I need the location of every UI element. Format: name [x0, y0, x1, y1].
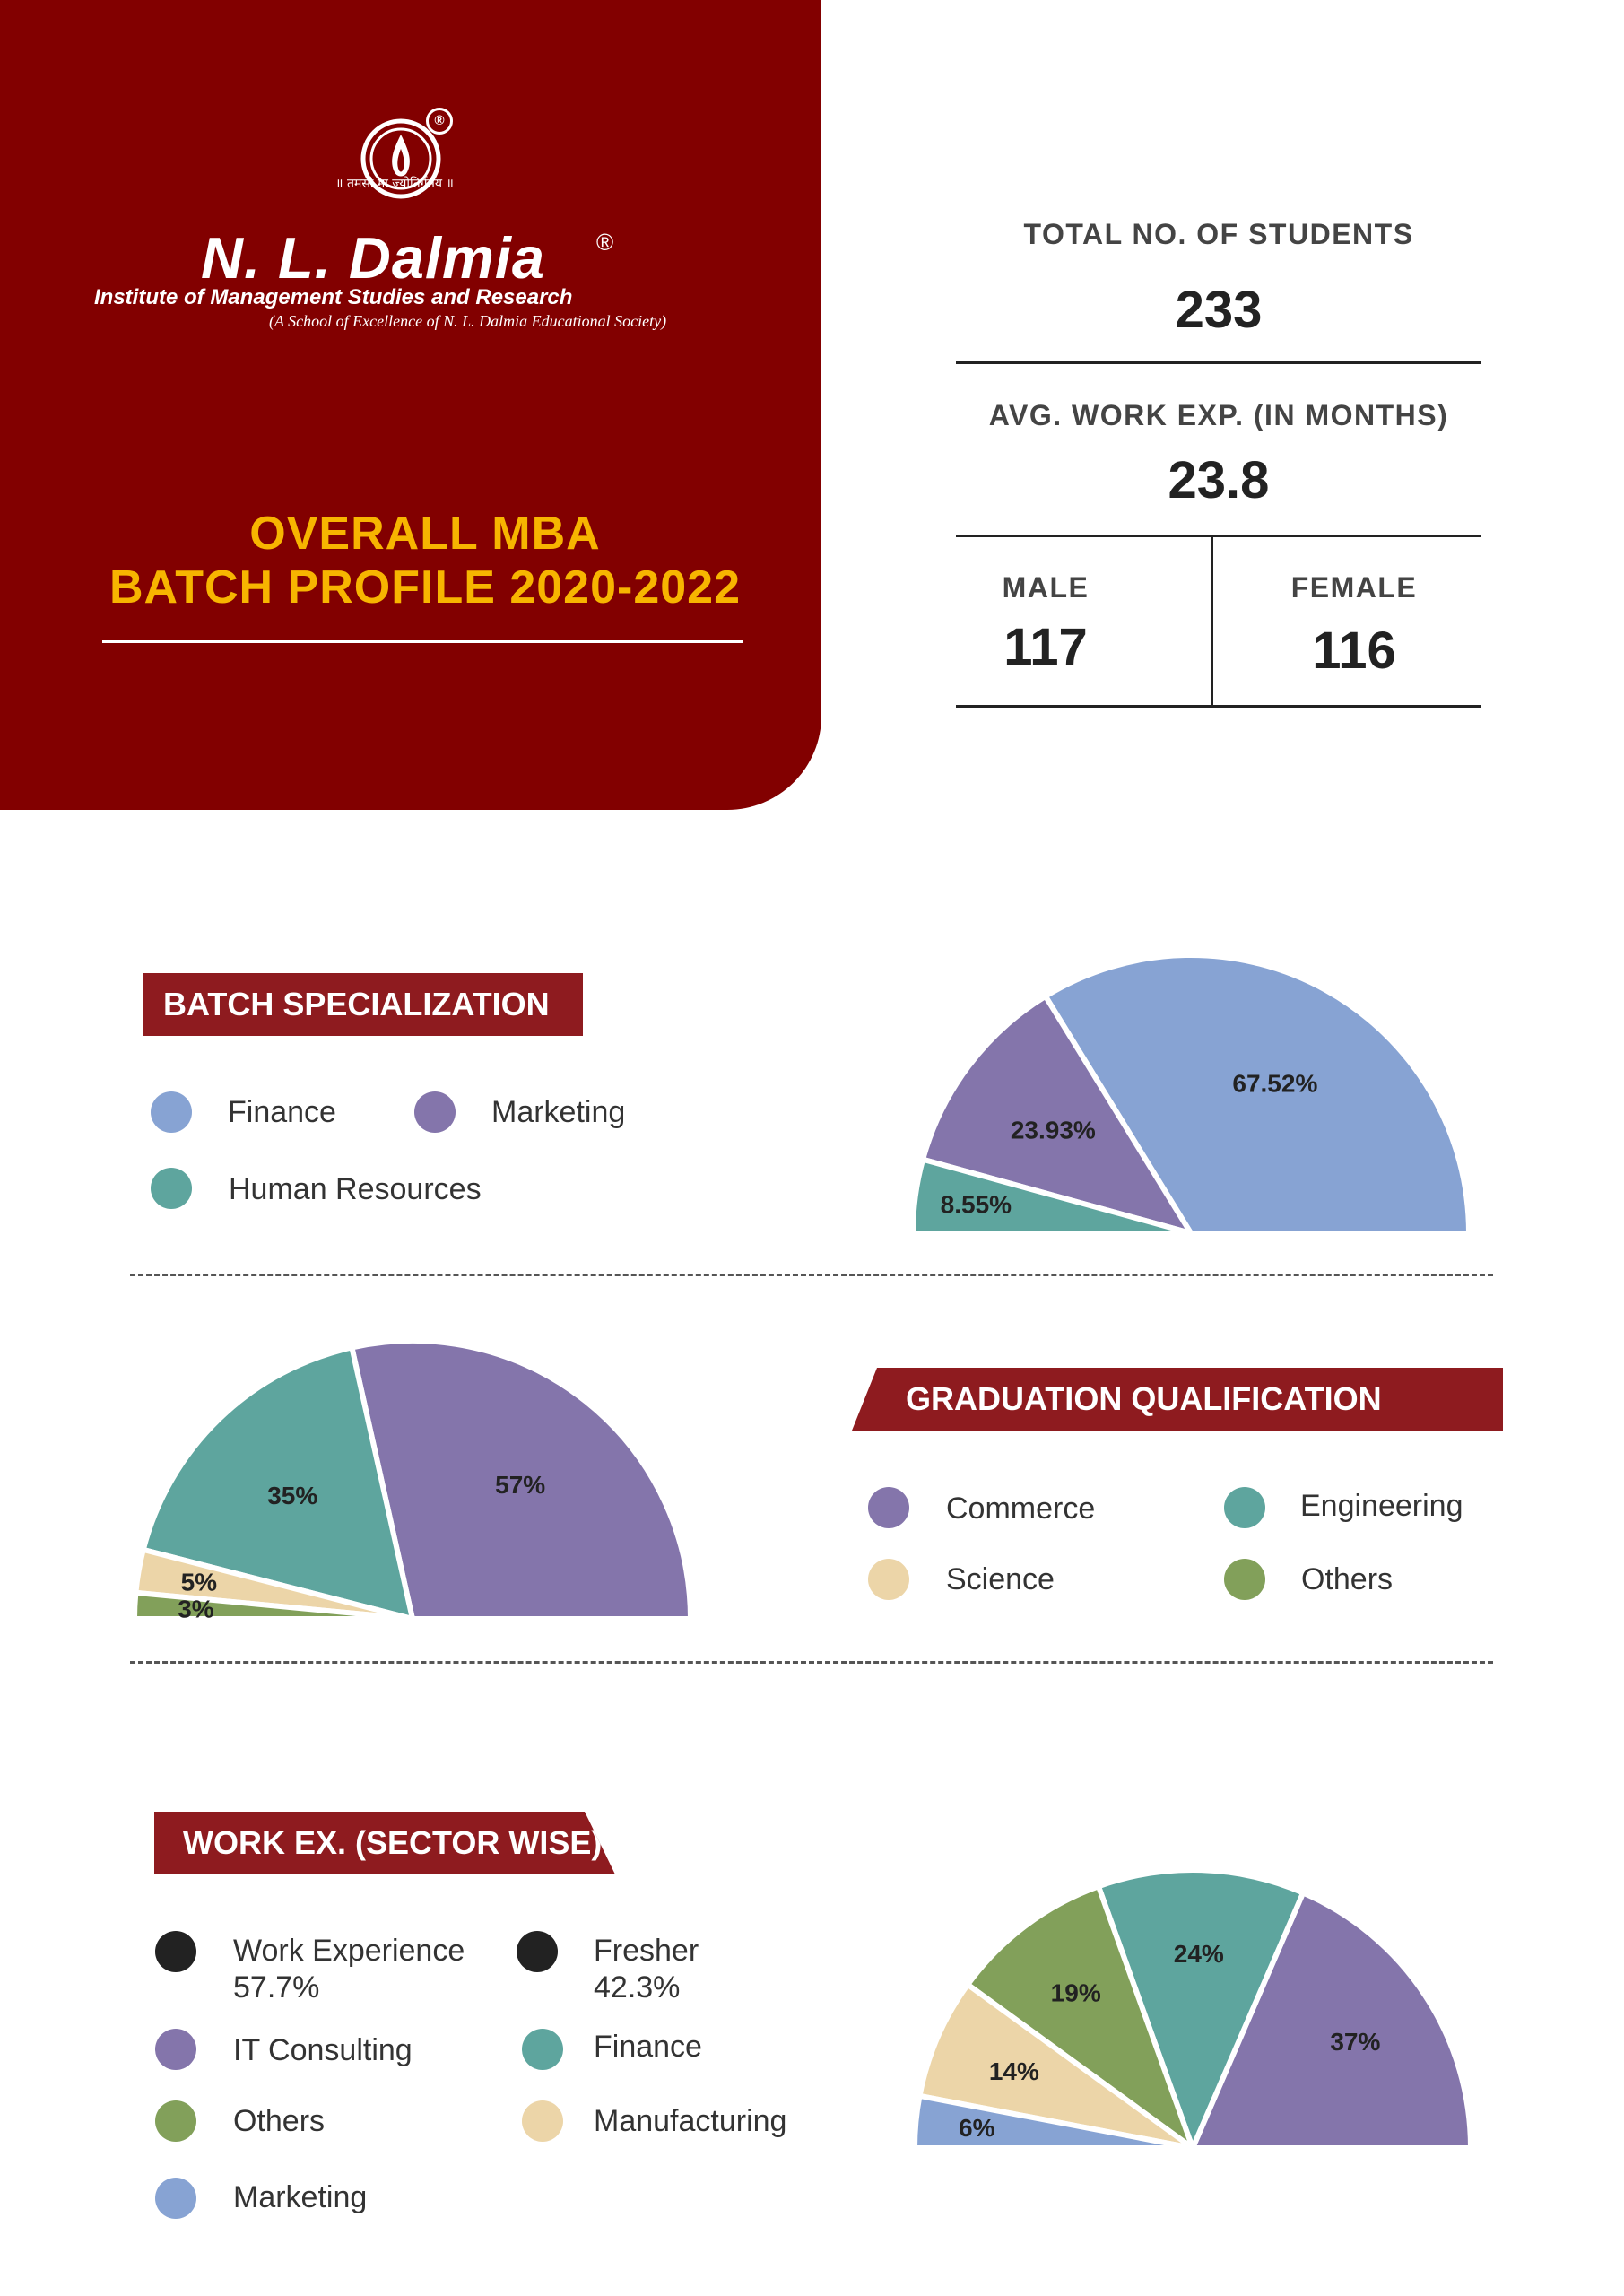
- legend-value-fresher: 42.3%: [594, 1970, 681, 2005]
- female-value: 116: [1312, 622, 1396, 680]
- logo-motto: ॥ तमसो मा ज्योतिर्गमय ॥: [335, 177, 454, 191]
- section-divider-1: [130, 1274, 1493, 1276]
- page-title-line-1: OVERALL MBA: [249, 508, 601, 560]
- specialization-banner: BATCH SPECIALIZATION: [143, 973, 583, 1036]
- total-students-label: TOTAL NO. OF STUDENTS: [1023, 218, 1414, 250]
- legend-dot-finance: [151, 1091, 192, 1133]
- pie-label-engineering: 35%: [267, 1482, 317, 1509]
- legend-label-marketing-sector: Marketing: [233, 2180, 368, 2214]
- section-divider-2: [130, 1661, 1493, 1664]
- pie-slice-marketing: [919, 992, 1197, 1238]
- pie-label-finance: 67.52%: [1232, 1069, 1317, 1097]
- stats-divider-1: [956, 361, 1481, 364]
- pie-label-marketing: 6%: [959, 2114, 995, 2142]
- pie-slice-commerce: [348, 1338, 694, 1622]
- gender-divider: [1211, 536, 1213, 707]
- pie-label-commerce: 57%: [495, 1471, 545, 1499]
- pie-label-marketing: 23.93%: [1011, 1117, 1096, 1144]
- pie-slice-finance: [1095, 1867, 1307, 2156]
- pie-label-science: 5%: [181, 1568, 218, 1596]
- legend-dot-human-resources: [151, 1168, 192, 1209]
- legend-label-work-experience: Work Experience: [233, 1934, 465, 1968]
- legend-dot-engineering: [1224, 1487, 1265, 1528]
- pie-label-others: 3%: [178, 1596, 214, 1623]
- legend-dot-fresher: [517, 1931, 558, 1972]
- pie-label-manufacturing: 14%: [989, 2057, 1039, 2085]
- legend-value-work-experience: 57.7%: [233, 1970, 320, 2005]
- avg-work-exp-value: 23.8: [1168, 451, 1270, 509]
- pie-slice-it-consulting: [1188, 1889, 1474, 2151]
- legend-dot-it-consulting: [155, 2029, 196, 2070]
- legend-dot-marketing-sector: [155, 2178, 196, 2219]
- legend-label-others-sector: Others: [233, 2104, 326, 2138]
- pie-slice-others: [964, 1883, 1199, 2156]
- legend-dot-others-sector: [155, 2100, 196, 2142]
- stats-divider-3: [956, 705, 1481, 708]
- institute-name: Institute of Management Studies and Rese…: [94, 285, 573, 309]
- legend-dot-science: [868, 1559, 909, 1600]
- pie-label-it-consulting: 37%: [1330, 2028, 1380, 2056]
- page-title-line-2: BATCH PROFILE 2020-2022: [109, 561, 742, 613]
- pie-slice-engineering: [140, 1344, 416, 1623]
- legend-dot-commerce: [868, 1487, 909, 1528]
- stats-divider-2: [956, 535, 1481, 537]
- legend-label-finance: Finance: [228, 1095, 336, 1129]
- female-label: FEMALE: [1290, 571, 1418, 604]
- legend-label-engineering: Engineering: [1300, 1489, 1463, 1523]
- legend-label-human-resources: Human Resources: [229, 1172, 482, 1206]
- legend-dot-manufacturing: [522, 2100, 563, 2142]
- legend-label-finance-sector: Finance: [594, 2030, 702, 2064]
- workex-banner: WORK EX. (SECTOR WISE): [154, 1812, 615, 1874]
- emblem-registered-mark: ®: [426, 108, 453, 135]
- title-underline: [102, 640, 743, 643]
- lamp-emblem-icon: [360, 118, 441, 199]
- avg-work-exp-label: AVG. WORK EXP. (IN MONTHS): [988, 399, 1449, 431]
- brand-registered-mark: ®: [596, 229, 614, 256]
- pie-slice-human-resources: [909, 1156, 1192, 1236]
- institute-subtitle: (A School of Excellence of N. L. Dalmia …: [269, 312, 667, 330]
- brand-name: N. L. Dalmia: [201, 225, 546, 291]
- specialization-chart: 67.52% 23.93% 8.55%: [909, 952, 1472, 1238]
- male-value: 117: [1003, 618, 1088, 676]
- legend-dot-others: [1224, 1559, 1265, 1600]
- legend-label-it-consulting: IT Consulting: [233, 2033, 413, 2067]
- graduation-banner: GRADUATION QUALIFICATION: [852, 1368, 1503, 1431]
- pie-label-human-resources: 8.55%: [941, 1191, 1012, 1219]
- legend-dot-finance-sector: [522, 2029, 563, 2070]
- pie-slice-others: [135, 1589, 413, 1622]
- legend-label-commerce: Commerce: [946, 1492, 1096, 1526]
- pie-slice-marketing: [911, 2092, 1194, 2151]
- legend-label-science: Science: [946, 1562, 1055, 1596]
- legend-dot-marketing: [414, 1091, 456, 1133]
- pie-label-others: 19%: [1051, 1979, 1101, 2006]
- legend-label-marketing: Marketing: [491, 1095, 626, 1129]
- graduation-chart: 57% 35% 5%3%: [135, 1338, 694, 1623]
- workex-chart: 37% 24% 19% 14% 6%: [911, 1867, 1474, 2156]
- legend-label-fresher: Fresher: [594, 1934, 699, 1968]
- legend-label-others: Others: [1301, 1562, 1394, 1596]
- male-label: MALE: [1002, 571, 1090, 604]
- legend-dot-work-experience: [155, 1931, 196, 1972]
- total-students-value: 233: [1175, 281, 1263, 339]
- legend-label-manufacturing: Manufacturing: [594, 2104, 787, 2138]
- pie-label-finance: 24%: [1174, 1940, 1224, 1968]
